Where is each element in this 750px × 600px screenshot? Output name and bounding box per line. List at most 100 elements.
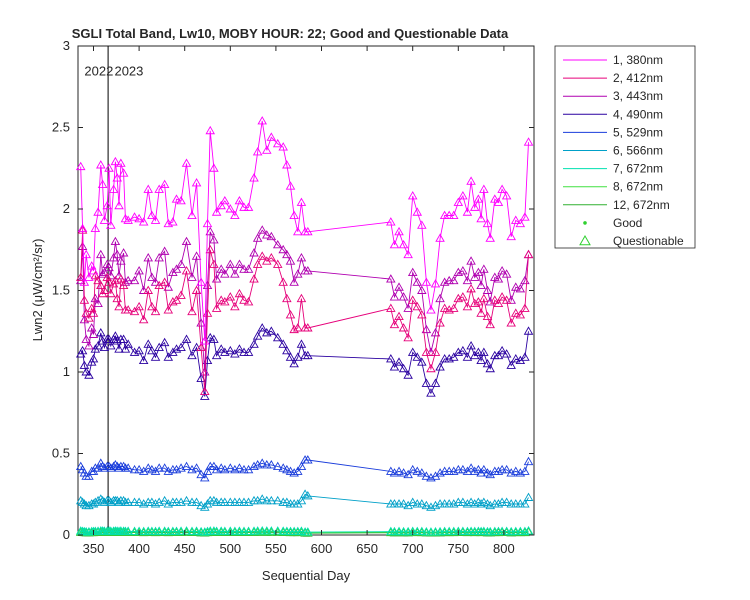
y-tick-label: 0.5 [52, 446, 70, 461]
data-point-questionable [216, 200, 226, 210]
data-point-questionable [523, 326, 534, 335]
data-point-questionable [104, 277, 114, 286]
data-point-questionable [159, 277, 170, 286]
data-point-questionable [220, 297, 230, 306]
data-point-questionable [421, 526, 432, 536]
data-point-questionable [482, 358, 493, 368]
legend-label: Good [613, 216, 642, 230]
data-point-questionable [230, 301, 240, 311]
data-point-questionable [469, 499, 480, 508]
data-point-questionable [520, 303, 530, 312]
data-point-questionable [293, 466, 303, 475]
data-point-questionable [118, 168, 129, 177]
data-point-questionable [187, 306, 197, 316]
data-point-questionable [394, 526, 404, 536]
data-point-questionable [225, 345, 236, 355]
data-point-questionable [439, 354, 450, 363]
data-point-questionable [257, 323, 267, 332]
data-point-questionable [159, 495, 170, 505]
data-point-questionable [462, 207, 473, 216]
data-point-questionable [181, 158, 192, 167]
data-point-questionable [205, 125, 216, 135]
data-point-questionable [209, 334, 219, 343]
data-point-questionable [154, 463, 164, 472]
data-point-questionable [501, 526, 512, 535]
data-point-questionable [479, 347, 489, 356]
y-axis: 0 0.5 1 1.5 2 2.5 3 [52, 38, 534, 542]
data-point-questionable [466, 283, 476, 293]
data-point-questionable [479, 293, 489, 303]
data-point-questionable [143, 463, 153, 472]
data-point-questionable [249, 339, 259, 348]
data-point-questionable [262, 495, 272, 505]
data-point-questionable [520, 212, 530, 221]
legend-label: 2, 412nm [613, 71, 663, 85]
data-point-questionable [93, 275, 103, 285]
data-point-questionable [448, 210, 459, 219]
data-point-questionable [289, 324, 299, 334]
data-point-questionable [116, 256, 126, 265]
data-point-questionable [493, 298, 504, 307]
data-point-questionable [493, 499, 504, 508]
data-point-questionable [129, 497, 140, 506]
data-point-questionable [220, 347, 230, 356]
x-tick-label: 450 [174, 541, 196, 556]
data-point-questionable [225, 259, 236, 268]
data-point-questionable [239, 464, 249, 474]
data-point-questionable [482, 285, 493, 294]
year-annotation: 2022 [84, 63, 113, 78]
data-point-questionable [168, 217, 178, 226]
legend-label: 12, 672nm [613, 198, 670, 212]
data-point-questionable [523, 526, 534, 535]
data-point-questionable [473, 347, 484, 356]
legend-label: 4, 490nm [613, 107, 663, 121]
data-point-questionable [249, 461, 259, 470]
data-point-questionable [150, 215, 161, 224]
data-point-questionable [412, 301, 423, 311]
data-point-questionable [97, 495, 108, 505]
data-point-questionable [191, 526, 202, 535]
data-point-questionable [462, 352, 473, 361]
data-point-questionable [523, 456, 534, 466]
data-point-questionable [398, 468, 409, 477]
data-point-questionable [138, 217, 149, 226]
data-point-questionable [99, 342, 110, 351]
data-point-questionable [278, 142, 288, 151]
data-point-questionable [199, 386, 210, 396]
data-point-questionable [439, 303, 450, 312]
data-point-questionable [473, 194, 484, 203]
data-point-questionable [497, 464, 507, 474]
data-point-questionable [112, 336, 122, 345]
data-point-questionable [114, 200, 124, 210]
data-point-questionable [453, 197, 464, 206]
data-point-questionable [493, 350, 504, 360]
data-point-questionable [296, 197, 307, 206]
data-point-questionable [230, 497, 240, 506]
data-point-questionable [110, 156, 121, 166]
series-layer [75, 116, 534, 537]
data-point-questionable [77, 497, 88, 506]
data-point-questionable [501, 497, 512, 506]
data-point-questionable [506, 318, 516, 327]
data-point-questionable [196, 500, 206, 510]
data-point-questionable [84, 272, 94, 281]
data-point-questionable [138, 355, 149, 365]
data-point-questionable [79, 277, 90, 286]
data-point-questionable [123, 215, 133, 224]
data-point-questionable [252, 259, 263, 268]
data-point-questionable [303, 350, 313, 360]
legend-label: 3, 443nm [613, 89, 663, 103]
data-point-questionable [234, 463, 245, 472]
data-point-questionable [407, 295, 418, 304]
data-point-questionable [88, 354, 99, 363]
data-point-questionable [211, 497, 222, 506]
data-point-questionable [86, 323, 97, 332]
data-point-questionable [88, 308, 99, 317]
data-point-questionable [243, 497, 254, 506]
data-point-questionable [272, 259, 283, 268]
data-point-questionable [285, 256, 296, 265]
data-point-questionable [444, 275, 454, 285]
data-point-questionable [266, 132, 277, 141]
data-point-questionable [394, 282, 404, 291]
data-point-questionable [181, 236, 192, 246]
